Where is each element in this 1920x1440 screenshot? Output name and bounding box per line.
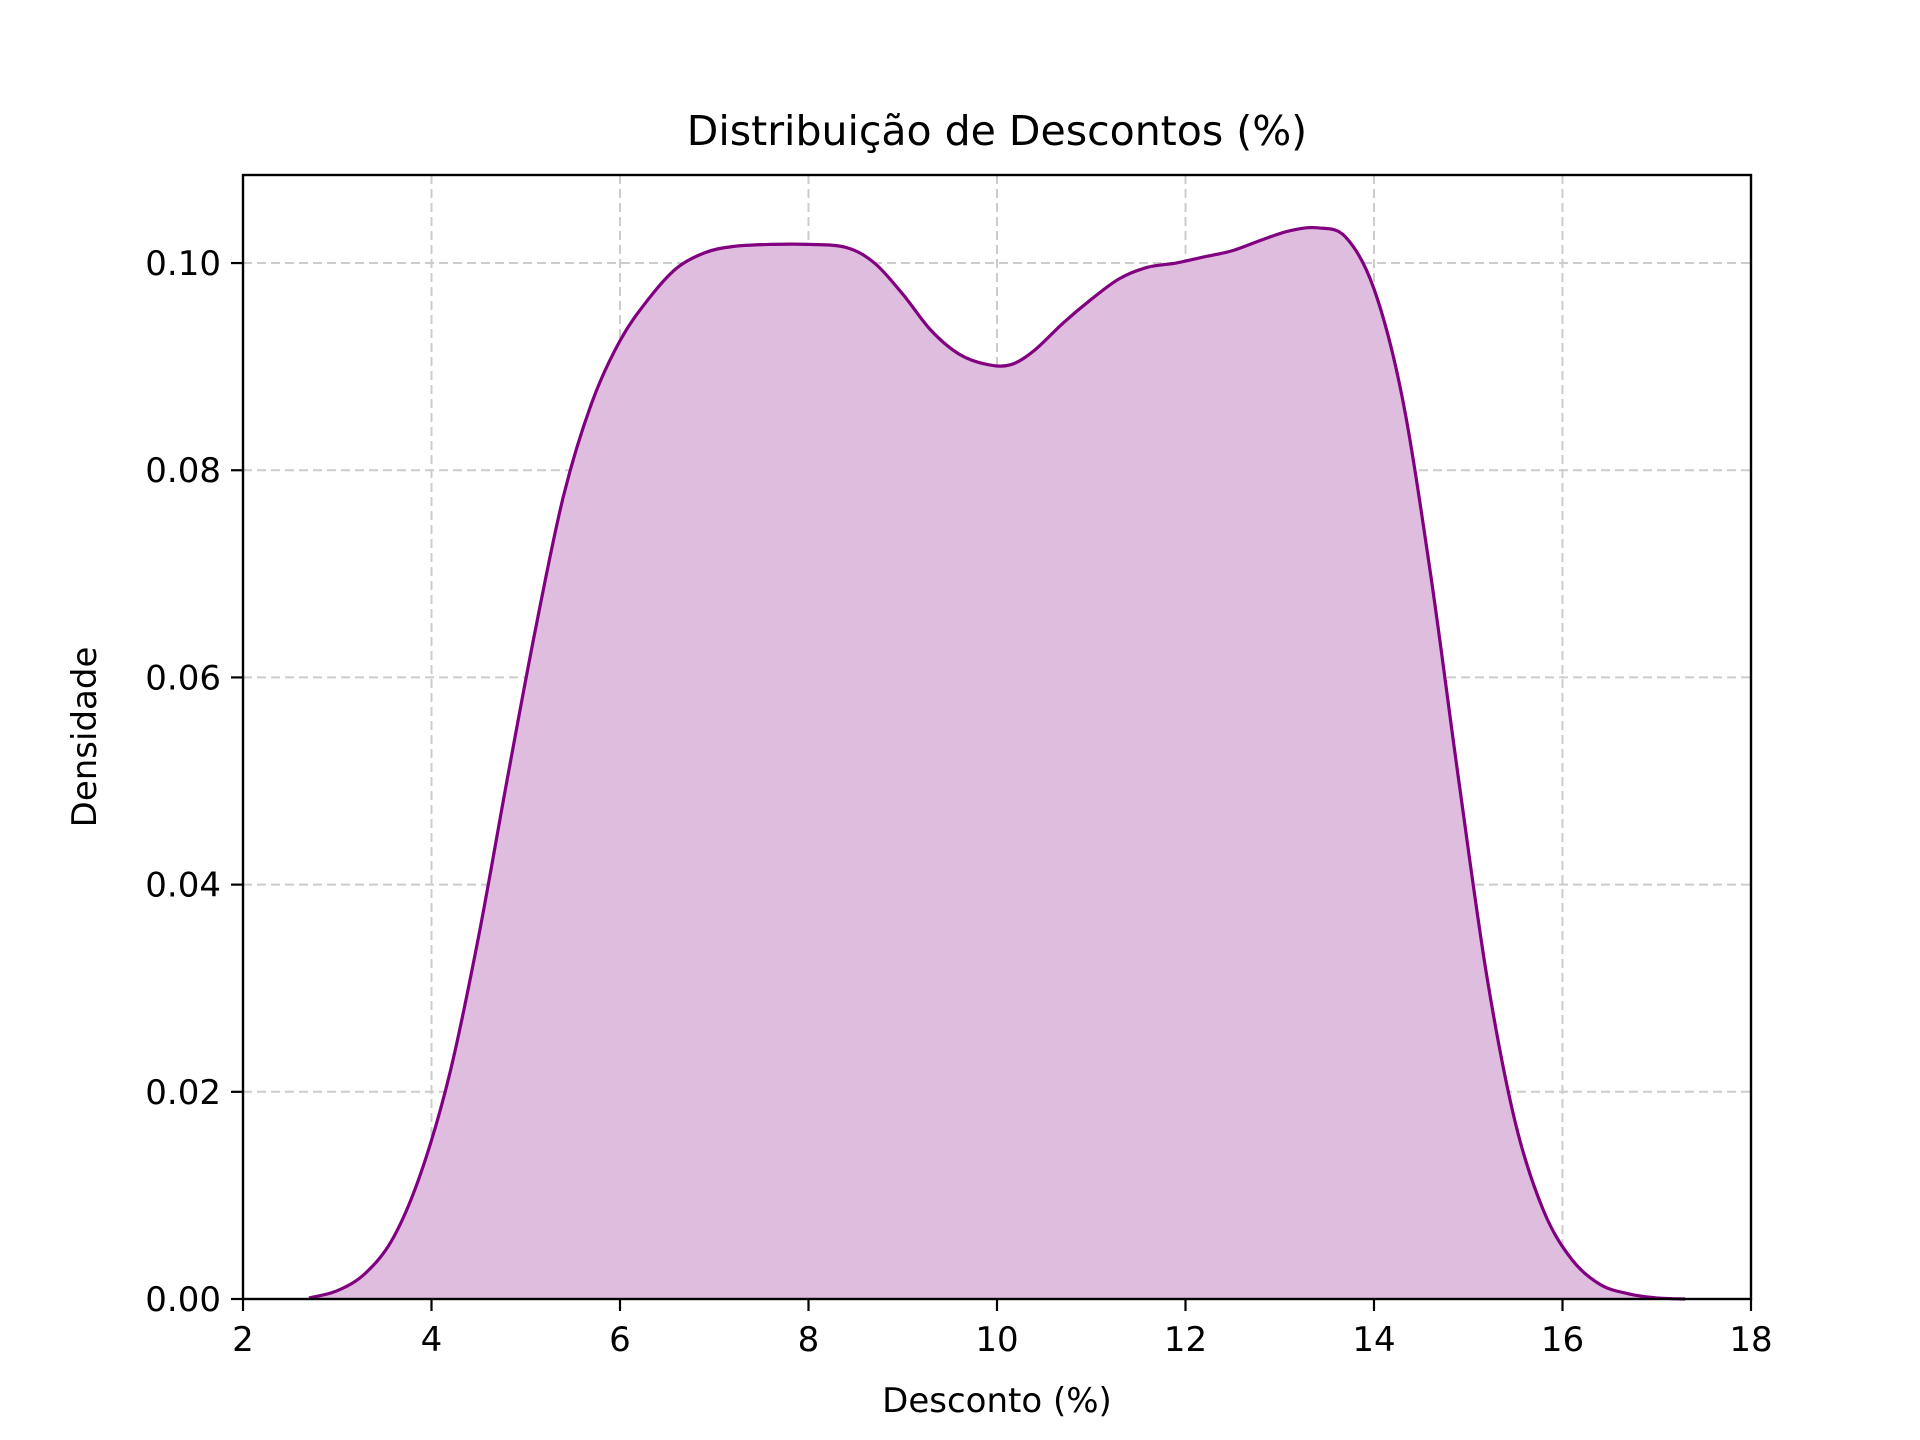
x-tick-label: 16 (1541, 1320, 1584, 1360)
y-tick-label: 0.00 (145, 1280, 221, 1320)
x-tick-label: 8 (798, 1320, 820, 1360)
x-axis-title: Desconto (%) (882, 1381, 1112, 1421)
chart-title: Distribuição de Descontos (%) (687, 107, 1307, 155)
y-tick-label: 0.08 (145, 451, 221, 491)
y-axis-title: Densidade (65, 647, 105, 828)
y-tick-label: 0.02 (145, 1073, 221, 1113)
y-axis: 0.00 0.02 0.04 0.06 0.08 0.10 (145, 244, 243, 1320)
x-tick-label: 4 (421, 1320, 443, 1360)
x-tick-label: 6 (609, 1320, 631, 1360)
x-tick-label: 18 (1729, 1320, 1772, 1360)
y-tick-label: 0.10 (145, 244, 221, 284)
x-tick-label: 2 (232, 1320, 254, 1360)
x-tick-label: 10 (975, 1320, 1018, 1360)
density-area (308, 227, 1686, 1300)
x-tick-label: 14 (1352, 1320, 1395, 1360)
x-axis: 2 4 6 8 10 12 14 16 18 (232, 1299, 1773, 1360)
y-tick-label: 0.04 (145, 866, 221, 906)
density-line (308, 225, 1686, 1301)
x-tick-label: 12 (1164, 1320, 1207, 1360)
y-tick-label: 0.06 (145, 658, 221, 698)
